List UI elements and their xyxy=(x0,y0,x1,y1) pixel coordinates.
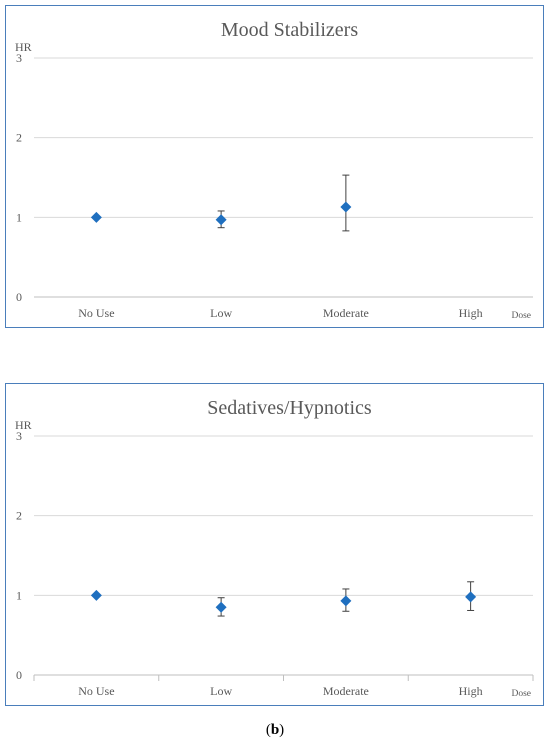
x-tick-label: High xyxy=(459,306,483,320)
figure-caption: (b) xyxy=(265,722,285,738)
y-axis-label: HR xyxy=(15,40,32,54)
data-point-marker xyxy=(465,591,477,603)
x-tick-label: No Use xyxy=(78,306,114,320)
data-point-marker xyxy=(90,589,102,601)
x-tick-label: High xyxy=(459,684,483,698)
chart-svg-0: Mood Stabilizers HR 0 1 2 3 No Use Low Moderate H… xyxy=(15,19,533,321)
figure-caption-label: b xyxy=(270,722,280,738)
data-point-marker xyxy=(215,214,227,226)
y-tick-label: 3 xyxy=(16,51,22,65)
y-axis-label: HR xyxy=(15,418,32,432)
chart-title: Sedatives/Hypnotics xyxy=(207,397,372,419)
y-tick-label: 0 xyxy=(16,668,22,682)
x-tick-label: Moderate xyxy=(323,684,369,698)
chart-svg-1: Sedatives/Hypnotics HR 0 1 2 3 No Use Low Modera… xyxy=(15,397,534,699)
chart-panel-mood-stabilizers: Mood Stabilizers HR 0 1 2 3 No Use Low Moderate H… xyxy=(5,5,544,328)
chart-title: Mood Stabilizers xyxy=(221,19,358,41)
x-tick-label: Low xyxy=(210,684,232,698)
y-tick-label: 0 xyxy=(16,290,22,304)
x-tick-label: No Use xyxy=(78,684,114,698)
y-tick-label: 1 xyxy=(16,210,22,224)
y-tick-label: 2 xyxy=(16,509,22,523)
x-axis-label: Dose xyxy=(511,689,531,699)
data-point-marker xyxy=(340,201,352,213)
y-tick-label: 2 xyxy=(16,131,22,145)
data-point-marker xyxy=(90,211,102,223)
x-axis-label: Dose xyxy=(511,311,531,321)
y-tick-label: 1 xyxy=(16,588,22,602)
y-tick-label: 3 xyxy=(16,429,22,443)
data-point-marker xyxy=(215,601,227,613)
x-tick-label: Low xyxy=(210,306,232,320)
data-point-marker xyxy=(340,595,352,607)
x-tick-label: Moderate xyxy=(323,306,369,320)
chart-panel-sedatives-hypnotics: Sedatives/Hypnotics HR 0 1 2 3 No Use Low Modera… xyxy=(5,383,544,706)
